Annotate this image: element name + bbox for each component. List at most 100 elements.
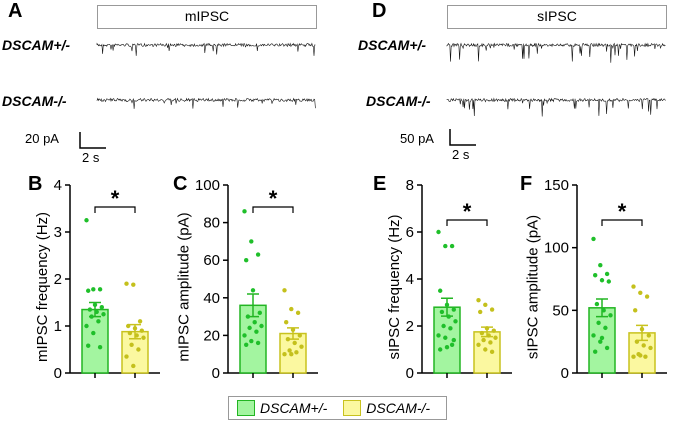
data-point <box>596 320 601 326</box>
y-tick-label: 0 <box>561 365 569 382</box>
data-point <box>99 305 105 310</box>
y-tick-label: 0 <box>54 365 62 382</box>
y-tick-label: 40 <box>203 290 220 307</box>
data-point <box>483 347 488 352</box>
data-point <box>489 349 495 355</box>
y-tick-label: 50 <box>552 302 569 319</box>
data-point <box>633 308 638 313</box>
data-point <box>249 239 254 244</box>
genotype-het-label-right: DSCAM+/- <box>358 37 427 53</box>
data-point <box>101 312 106 317</box>
right-scale-x: 2 s <box>452 147 470 162</box>
data-point <box>297 333 302 338</box>
traces <box>79 42 666 149</box>
data-point <box>641 343 646 348</box>
data-point <box>282 288 287 293</box>
data-point <box>451 337 456 343</box>
data-point <box>137 319 143 324</box>
significance-bracket <box>446 219 488 226</box>
legend-label-het: DSCAM+/- <box>260 400 328 416</box>
current-trace-3 <box>446 97 666 117</box>
data-point <box>449 243 455 249</box>
data-point <box>252 320 257 325</box>
y-tick-label: 20 <box>203 327 220 344</box>
significance-bracket <box>94 206 136 213</box>
data-point <box>479 330 485 336</box>
data-point <box>643 354 648 359</box>
panel-label-a: A <box>8 0 23 22</box>
data-point <box>444 302 450 308</box>
panel-label: B <box>28 173 42 195</box>
current-trace-0 <box>96 42 316 56</box>
mipsc-title-box: mIPSC <box>97 5 317 29</box>
significance-bracket <box>252 206 294 213</box>
panel-label-d: D <box>372 0 387 22</box>
current-trace-2 <box>446 42 666 63</box>
data-point <box>249 338 254 344</box>
y-tick-label: 1 <box>54 318 62 335</box>
data-point <box>478 309 483 315</box>
data-point <box>289 352 294 357</box>
legend: DSCAM+/- DSCAM-/- <box>228 396 447 420</box>
data-point <box>284 320 289 325</box>
data-point <box>451 307 456 312</box>
data-point <box>608 313 613 318</box>
data-point <box>86 288 91 293</box>
data-point <box>141 335 146 340</box>
data-point <box>598 263 603 268</box>
data-point <box>476 342 481 347</box>
data-point <box>97 344 103 350</box>
data-point <box>245 314 251 319</box>
data-point <box>484 326 490 331</box>
legend-label-ko: DSCAM-/- <box>366 400 431 416</box>
data-point <box>136 347 141 352</box>
data-point <box>603 325 608 331</box>
y-tick-label: 80 <box>203 215 220 232</box>
data-point <box>441 323 446 329</box>
y-tick-label: 0 <box>406 365 414 382</box>
y-tick-label: 150 <box>544 177 569 194</box>
data-point <box>96 319 101 324</box>
data-point <box>285 336 291 342</box>
data-point <box>131 363 136 369</box>
significance-star: * <box>463 199 472 224</box>
data-point <box>594 301 600 307</box>
data-point <box>124 354 129 359</box>
panel-label: C <box>173 173 187 195</box>
data-point <box>591 333 596 338</box>
data-point <box>598 339 603 344</box>
data-point <box>129 342 134 347</box>
data-point <box>126 323 131 329</box>
data-point <box>443 243 448 249</box>
data-point <box>127 330 133 336</box>
sipsc-title-box: sIPSC <box>447 5 667 29</box>
genotype-ko-label-right: DSCAM-/- <box>366 93 431 109</box>
data-point <box>491 328 496 333</box>
y-tick-label: 100 <box>195 177 220 194</box>
data-point <box>601 308 606 313</box>
data-point <box>481 337 486 343</box>
data-point <box>131 282 136 287</box>
genotype-ko-label: DSCAM-/- <box>2 93 67 109</box>
data-point <box>444 344 450 350</box>
data-point <box>648 345 653 351</box>
data-point <box>290 327 296 332</box>
data-point <box>259 323 264 329</box>
legend-swatch-het <box>237 400 255 416</box>
y-tick-label: 2 <box>54 271 62 288</box>
data-point <box>593 273 598 278</box>
data-point <box>631 284 636 289</box>
left-scale-x: 2 s <box>82 150 100 165</box>
data-point <box>646 333 651 338</box>
data-point <box>244 342 249 347</box>
data-point <box>443 335 448 340</box>
data-point <box>488 340 493 345</box>
bar <box>81 308 109 374</box>
data-point <box>644 294 650 299</box>
data-point <box>483 302 488 308</box>
data-point <box>84 323 89 329</box>
data-point <box>94 309 99 315</box>
data-point <box>591 236 596 242</box>
data-point <box>294 350 299 355</box>
